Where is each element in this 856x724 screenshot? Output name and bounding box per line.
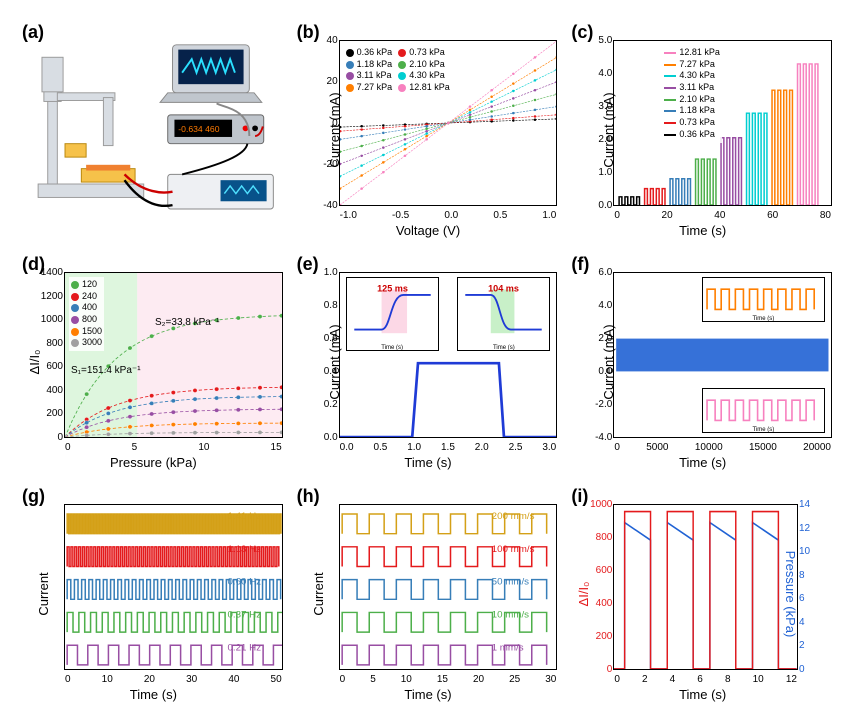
- panel-e-xlabel: Time (s): [295, 455, 562, 470]
- panel-i-xticks: 024681012: [614, 674, 797, 685]
- panel-i-y2label: Pressure (kPa): [783, 551, 798, 638]
- panel-h-plot: 200 mm/s 100 mm/s 50 mm/s 10 mm/s 1 mm/s: [340, 505, 557, 669]
- panel-d-xlabel: Pressure (kPa): [20, 455, 287, 470]
- panel-b-label: (b): [297, 22, 320, 43]
- panel-b-chart: 0.36 kPa0.73 kPa1.18 kPa2.10 kPa3.11 kPa…: [339, 40, 558, 206]
- panel-g-xticks: 01020304050: [65, 674, 282, 685]
- panel-i-y2ticks: 02468101214: [799, 499, 827, 675]
- svg-text:0.37 Hz: 0.37 Hz: [227, 610, 261, 621]
- svg-text:10 mm/s: 10 mm/s: [491, 610, 529, 621]
- figure-grid: (a) -0.634 460: [20, 20, 836, 704]
- panel-b-ylabel: Current (mA): [327, 92, 342, 167]
- panel-g-label: (g): [22, 486, 45, 507]
- svg-text:-0.634 460: -0.634 460: [178, 124, 219, 134]
- panel-f-chart: Time (s) Time (s) 05000100001500020000 -…: [613, 272, 832, 438]
- panel-g-ylabel: Current: [36, 572, 51, 615]
- panel-d: (d) 12024040080015003000 S₁=151.4 kPa⁻¹ …: [20, 252, 287, 472]
- panel-h-xlabel: Time (s): [295, 687, 562, 702]
- panel-f-xticks: 05000100001500020000: [614, 442, 831, 453]
- panel-c-ylabel: Current (mA): [601, 92, 616, 167]
- panel-f-ylabel: Current (mA): [601, 324, 616, 399]
- panel-h-label: (h): [297, 486, 320, 507]
- svg-text:1.13 Hz: 1.13 Hz: [227, 544, 261, 555]
- panel-g-xlabel: Time (s): [20, 687, 287, 702]
- panel-e-label: (e): [297, 254, 319, 275]
- panel-h-chart: 200 mm/s100 mm/s50 mm/s10 mm/s1 mm/s 051…: [339, 504, 558, 670]
- panel-f-inset-bot: Time (s): [702, 388, 825, 433]
- panel-d-label: (d): [22, 254, 45, 275]
- panel-c-legend: 12.81 kPa7.27 kPa4.30 kPa3.11 kPa2.10 kP…: [662, 45, 722, 143]
- setup-svg: -0.634 460: [28, 40, 279, 232]
- panel-b-legend: 0.36 kPa0.73 kPa1.18 kPa2.10 kPa3.11 kPa…: [344, 45, 452, 96]
- panel-d-anno2: S₂=33.8 kPa⁻¹: [155, 317, 219, 328]
- panel-i-chart: 024681012 02004006008001000 02468101214: [613, 504, 798, 670]
- panel-f: (f) Time (s) Time (s) 050001000015000200…: [569, 252, 836, 472]
- panel-d-anno1: S₁=151.4 kPa⁻¹: [71, 365, 141, 376]
- panel-a: (a) -0.634 460: [20, 20, 287, 240]
- panel-g-plot: 1.41 Hz 1.13 Hz 0.60 Hz 0.37 Hz 0.21 Hz: [65, 505, 282, 669]
- panel-e-chart: 125 ms Time (s) 104 ms Time (s) 0.00.51.…: [339, 272, 558, 438]
- panel-d-ylabel: ΔI/I₀: [27, 350, 42, 375]
- svg-text:50 mm/s: 50 mm/s: [491, 577, 529, 588]
- panel-g: (g) 1.41 Hz1.13 Hz0.60 Hz0.37 Hz0.21 Hz …: [20, 484, 287, 704]
- panel-i-plot: [614, 505, 797, 669]
- svg-text:1.41 Hz: 1.41 Hz: [227, 511, 261, 522]
- panel-c: (c) 12.81 kPa7.27 kPa4.30 kPa3.11 kPa2.1…: [569, 20, 836, 240]
- panel-f-label: (f): [571, 254, 589, 275]
- panel-h-xticks: 051015202530: [340, 674, 557, 685]
- svg-text:104 ms: 104 ms: [488, 283, 519, 293]
- panel-c-label: (c): [571, 22, 593, 43]
- panel-f-inset-top: Time (s): [702, 277, 825, 322]
- panel-i-ylabel: ΔI/I₀: [576, 582, 591, 607]
- panel-a-label: (a): [22, 22, 44, 43]
- svg-text:0.60 Hz: 0.60 Hz: [227, 577, 261, 588]
- panel-c-xlabel: Time (s): [569, 223, 836, 238]
- panel-c-xticks: 020406080: [614, 210, 831, 221]
- panel-h: (h) 200 mm/s 100 mm/s 50 mm/s 10 mm/s 1 mm/s…: [295, 484, 562, 704]
- panel-b: (b) 0.36 kPa0.73 kPa1.18 kPa2.10 kPa3.11…: [295, 20, 562, 240]
- panel-h-ylabel: Current: [311, 572, 326, 615]
- panel-e-ylabel: Current (mA): [327, 324, 342, 399]
- panel-c-plot: [614, 41, 831, 205]
- panel-c-chart: 12.81 kPa7.27 kPa4.30 kPa3.11 kPa2.10 kP…: [613, 40, 832, 206]
- svg-text:125 ms: 125 ms: [377, 283, 408, 293]
- panel-e-inset-rise: 125 ms Time (s): [346, 277, 439, 351]
- panel-i-label: (i): [571, 486, 588, 507]
- svg-text:200 mm/s: 200 mm/s: [491, 511, 534, 522]
- panel-i-xlabel: Time (s): [569, 687, 836, 702]
- panel-b-xticks: -1.0-0.50.00.51.0: [340, 210, 557, 221]
- panel-f-xlabel: Time (s): [569, 455, 836, 470]
- panel-e-xticks: 0.00.51.01.52.02.53.0: [340, 442, 557, 453]
- panel-b-xlabel: Voltage (V): [295, 223, 562, 238]
- panel-d-legend: 12024040080015003000: [69, 277, 104, 351]
- panel-d-chart: 12024040080015003000 S₁=151.4 kPa⁻¹ S₂=3…: [64, 272, 283, 438]
- panel-e: (e) 125 ms Time (s) 104 ms Time (s) 0.: [295, 252, 562, 472]
- svg-text:1 mm/s: 1 mm/s: [491, 643, 523, 654]
- panel-d-xticks: 051015: [65, 442, 282, 453]
- panel-i: (i) 024681012 02004006008001000 02468101…: [569, 484, 836, 704]
- panel-g-chart: 1.41 Hz1.13 Hz0.60 Hz0.37 Hz0.21 Hz 0102…: [64, 504, 283, 670]
- svg-text:0.21 Hz: 0.21 Hz: [227, 643, 261, 654]
- svg-text:100 mm/s: 100 mm/s: [491, 544, 534, 555]
- setup-illustration: -0.634 460: [28, 40, 279, 232]
- panel-e-inset-fall: 104 ms Time (s): [457, 277, 550, 351]
